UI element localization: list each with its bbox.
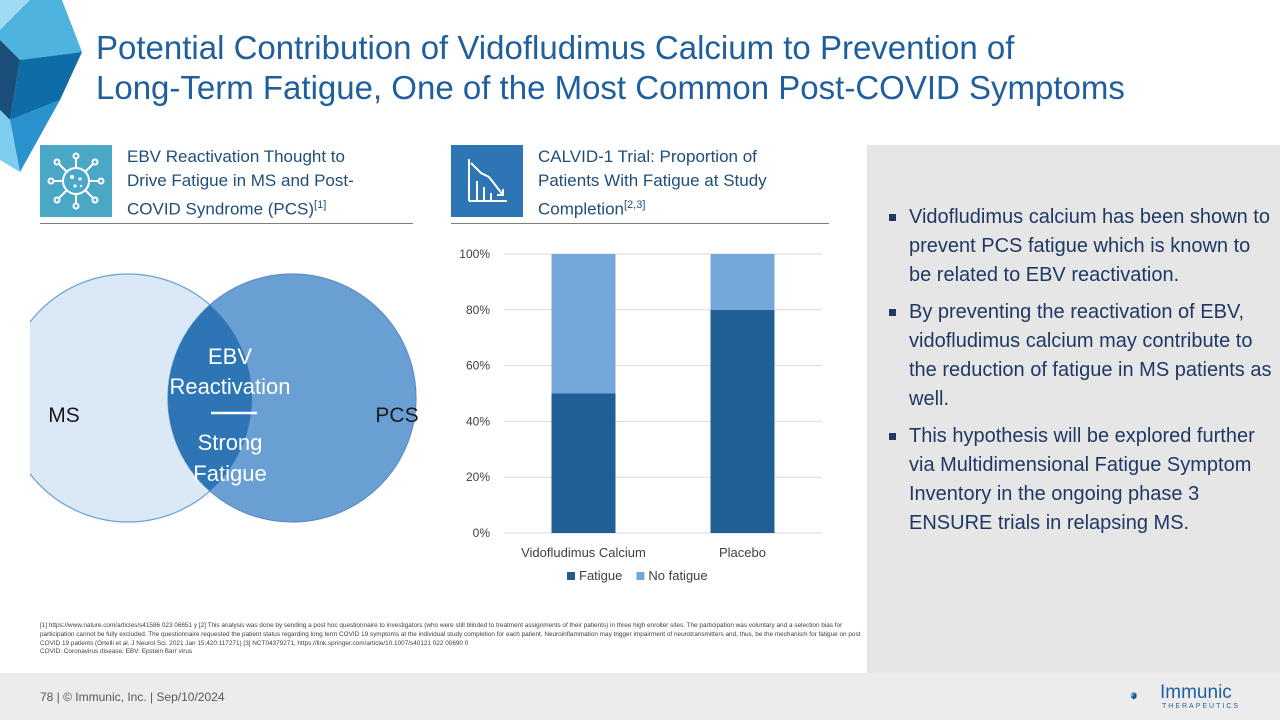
- legend-swatch: [636, 572, 645, 580]
- left-heading-line-3: COVID Syndrome (PCS): [127, 199, 315, 219]
- key-point-2-text: By preventing the reactivation of EBV, v…: [909, 301, 1272, 410]
- footnotes: [1] https://www.nature.com/articles/s415…: [40, 622, 870, 657]
- key-point-1-text: Vidofludimus calcium has been shown to p…: [909, 206, 1270, 286]
- venn-center-line-2: Reactivation: [169, 374, 290, 399]
- virus-icon: [40, 145, 112, 217]
- venn-overlap: [168, 274, 252, 522]
- bar-fatigue: [710, 309, 775, 533]
- y-tick-label: 0%: [473, 526, 491, 540]
- left-heading-line-1: EBV Reactivation Thought to: [127, 147, 345, 166]
- slide-title: Potential Contribution of Vidofludimus C…: [96, 28, 1246, 108]
- bar-no-fatigue: [551, 254, 616, 394]
- logo-name: Immunic: [1160, 682, 1232, 703]
- middle-heading-ref: [2,3]: [624, 199, 646, 211]
- left-heading-ref: [1]: [314, 199, 327, 211]
- x-category-label: Vidofludimus Calcium: [521, 545, 646, 560]
- title-line-1: Potential Contribution of Vidofludimus C…: [96, 29, 1015, 66]
- footnote-references: [1] https://www.nature.com/articles/s415…: [40, 622, 861, 647]
- bullet-square-icon: [889, 433, 896, 440]
- key-point-2: By preventing the reactivation of EBV, v…: [889, 298, 1274, 414]
- y-tick-label: 80%: [466, 303, 490, 317]
- left-heading-line-2: Drive Fatigue in MS and Post-: [127, 171, 354, 190]
- middle-heading-line-3: Completion: [538, 199, 624, 219]
- venn-diagram: MS PCS EBV Reactivation Strong Fatigue: [30, 273, 419, 523]
- left-section-header: EBV Reactivation Thought to Drive Fatigu…: [40, 145, 413, 224]
- logo-subtitle: THERAPEUTICS: [1162, 703, 1241, 710]
- declining-chart-icon: [451, 145, 523, 217]
- venn-center-line-4: Fatigue: [193, 461, 266, 486]
- middle-heading-line-2: Patients With Fatigue at Study: [538, 171, 767, 190]
- legend-label: Fatigue: [579, 568, 622, 583]
- middle-heading-line-1: CALVID-1 Trial: Proportion of: [538, 147, 757, 166]
- legend-label: No fatigue: [648, 568, 707, 583]
- left-section-heading: EBV Reactivation Thought to Drive Fatigu…: [127, 145, 354, 222]
- venn-pcs-label: PCS: [375, 404, 418, 427]
- key-point-3-text: This hypothesis will be explored further…: [909, 425, 1255, 534]
- title-line-2: Long-Term Fatigue, One of the Most Commo…: [96, 69, 1125, 106]
- venn-ms-label: MS: [48, 404, 80, 427]
- bullet-square-icon: [889, 309, 896, 316]
- fatigue-bar-chart: 0% 20% 40% 60% 80% 100% Vidofludimus Calcium Pl…: [459, 247, 822, 583]
- key-points-panel: Vidofludimus calcium has been shown to p…: [867, 145, 1280, 675]
- bar-no-fatigue: [710, 254, 775, 310]
- bar-fatigue: [551, 393, 616, 533]
- footer-bar: [0, 673, 1280, 720]
- key-point-3: This hypothesis will be explored further…: [889, 422, 1274, 538]
- footer-text: 78 | © Immunic, Inc. | Sep/10/2024: [40, 690, 225, 704]
- y-tick-label: 60%: [466, 359, 490, 373]
- venn-center-line-3: Strong: [198, 430, 263, 455]
- x-category-label: Placebo: [719, 545, 766, 560]
- venn-center-line-1: EBV: [208, 344, 252, 369]
- key-point-1: Vidofludimus calcium has been shown to p…: [889, 203, 1274, 290]
- y-tick-label: 100%: [459, 247, 490, 261]
- middle-section-header: CALVID-1 Trial: Proportion of Patients W…: [451, 145, 829, 224]
- bullet-square-icon: [889, 214, 896, 221]
- corner-decoration: [0, 0, 82, 172]
- key-points-list: Vidofludimus calcium has been shown to p…: [889, 203, 1274, 546]
- immunic-logo-icon: [1131, 692, 1137, 700]
- y-tick-label: 20%: [466, 470, 490, 484]
- middle-section-heading: CALVID-1 Trial: Proportion of Patients W…: [538, 145, 767, 222]
- y-tick-label: 40%: [466, 414, 490, 428]
- footnote-abbreviations: COVID: Coronavirus disease; EBV: Epstein…: [40, 648, 193, 656]
- legend-swatch: [567, 572, 575, 580]
